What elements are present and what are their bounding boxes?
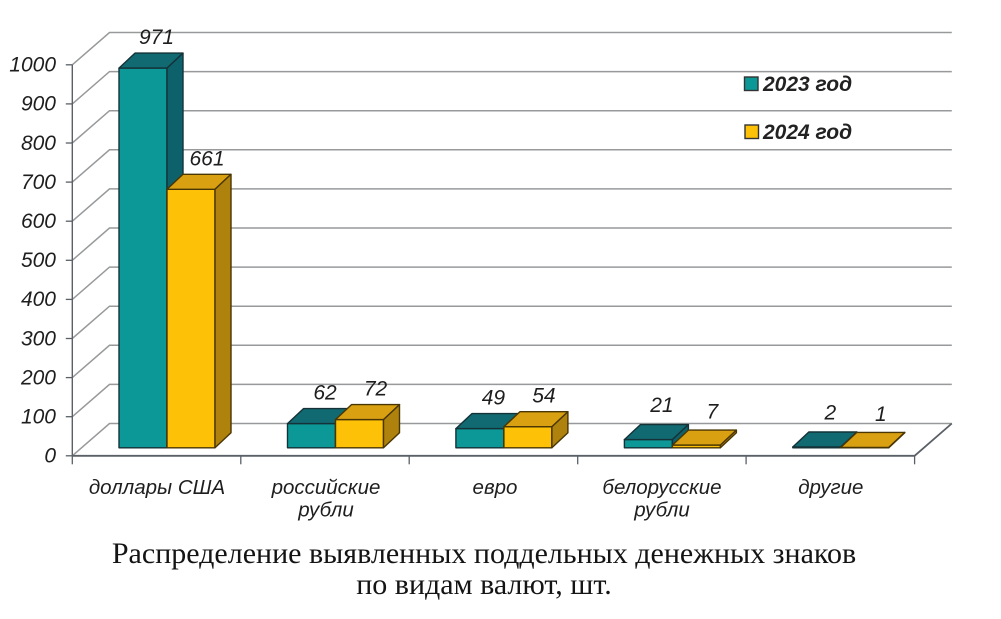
svg-text:72: 72 bbox=[364, 378, 388, 401]
svg-text:700: 700 bbox=[21, 171, 56, 194]
svg-text:евро: евро bbox=[473, 476, 518, 499]
svg-text:7: 7 bbox=[707, 401, 720, 424]
svg-text:1: 1 bbox=[875, 403, 887, 426]
svg-text:200: 200 bbox=[20, 366, 56, 389]
svg-text:500: 500 bbox=[21, 249, 56, 272]
svg-text:другие: другие bbox=[798, 476, 863, 499]
svg-text:62: 62 bbox=[313, 382, 337, 405]
svg-text:900: 900 bbox=[21, 93, 56, 116]
svg-text:661: 661 bbox=[189, 147, 224, 170]
svg-text:2023 год: 2023 год bbox=[762, 73, 852, 96]
svg-text:российские: российские bbox=[271, 476, 381, 499]
svg-text:рубли: рубли bbox=[297, 499, 353, 522]
svg-text:100: 100 bbox=[21, 406, 56, 429]
svg-text:400: 400 bbox=[21, 288, 56, 311]
svg-text:2: 2 bbox=[823, 402, 836, 425]
svg-text:0: 0 bbox=[44, 445, 56, 468]
svg-text:2024 год: 2024 год bbox=[762, 121, 852, 144]
svg-text:рубли: рубли bbox=[633, 499, 689, 522]
svg-text:49: 49 bbox=[482, 387, 506, 410]
svg-text:971: 971 bbox=[139, 26, 174, 49]
svg-text:300: 300 bbox=[21, 327, 56, 350]
svg-text:доллары США: доллары США bbox=[89, 476, 225, 499]
svg-text:800: 800 bbox=[21, 132, 56, 155]
svg-text:белорусские: белорусские bbox=[602, 476, 721, 499]
svg-text:1000: 1000 bbox=[9, 54, 56, 77]
svg-text:54: 54 bbox=[532, 385, 555, 408]
svg-text:600: 600 bbox=[21, 210, 56, 233]
svg-text:21: 21 bbox=[649, 394, 673, 417]
